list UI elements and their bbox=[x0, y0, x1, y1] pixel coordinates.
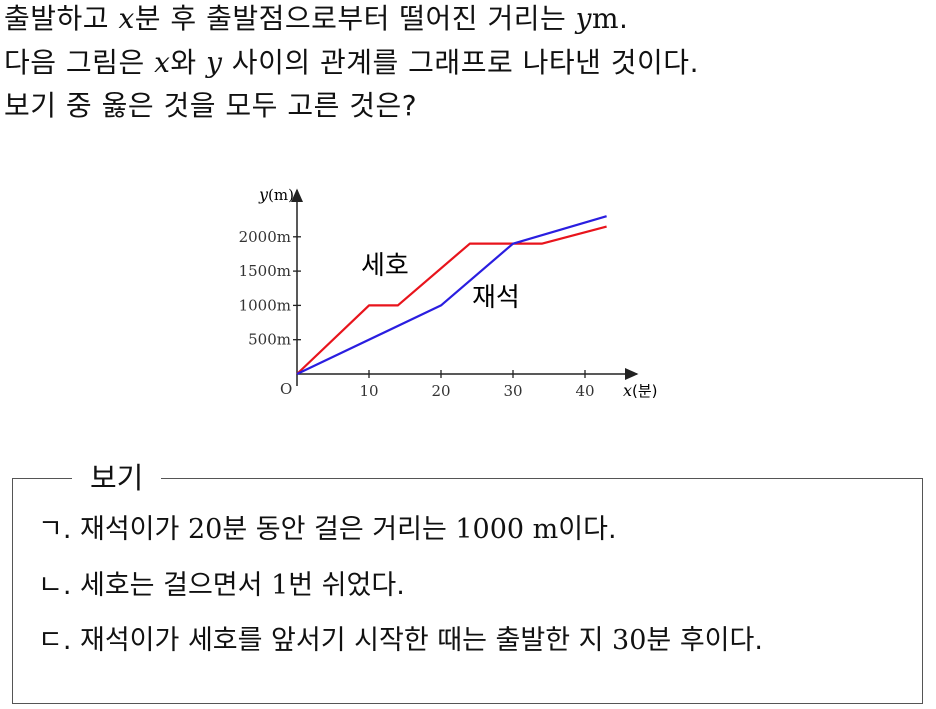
label-seho: 세호 bbox=[361, 251, 409, 281]
text-segment: 출발하고 bbox=[4, 2, 119, 35]
origin-label: O bbox=[280, 380, 292, 398]
item-text: ㄷ. 재석이가 세호를 앞서기 시작한 때는 출발한 지 bbox=[38, 625, 613, 656]
y-tick-label: 1500m bbox=[239, 262, 291, 280]
series-group bbox=[296, 215, 607, 375]
series-line-seho bbox=[296, 225, 607, 375]
var-x: x bbox=[118, 2, 135, 35]
bogi-item-3: ㄷ. 재석이가 세호를 앞서기 시작한 때는 출발한 지 30분 후이다. bbox=[38, 621, 763, 661]
y-tick-label: 1000m bbox=[239, 296, 291, 314]
item-text: ㄱ. 재석이가 bbox=[38, 514, 188, 545]
text-segment: 분 후 출발점으로부터 떨어진 거리는 bbox=[134, 2, 576, 35]
item-text: 분 동안 걸은 거리는 bbox=[222, 514, 456, 545]
bogi-item-1: ㄱ. 재석이가 20분 동안 걸은 거리는 1000 m이다. bbox=[38, 510, 617, 550]
unit-m: m bbox=[591, 2, 620, 35]
item-text: ㄴ. 세호는 걸으면서 bbox=[38, 570, 272, 601]
label-jaeseok: 재석 bbox=[472, 283, 520, 313]
x-tick-label: 20 bbox=[431, 382, 450, 400]
series-line-jaeseok bbox=[296, 215, 607, 375]
var-x: x bbox=[154, 46, 171, 79]
bogi-title: 보기 bbox=[72, 458, 162, 498]
period: . bbox=[619, 2, 629, 35]
item-number: 1 bbox=[271, 570, 289, 601]
y-tick-label: 2000m bbox=[239, 228, 291, 246]
text-segment: 다음 그림은 bbox=[4, 46, 155, 79]
y-axis-var: y bbox=[258, 185, 269, 204]
y-tick-label: 500m bbox=[248, 331, 291, 349]
x-tick-label: 10 bbox=[359, 382, 378, 400]
x-tick-label: 30 bbox=[503, 382, 522, 400]
x-axis-var: x bbox=[623, 381, 632, 400]
x-axis-unit: (분) bbox=[632, 382, 658, 400]
x-tick-label: 40 bbox=[575, 382, 594, 400]
item-number: 1000 m bbox=[455, 514, 559, 545]
var-y: y bbox=[206, 46, 223, 79]
var-y: y bbox=[575, 2, 592, 35]
text-segment: 와 bbox=[170, 46, 207, 79]
item-text: 이다. bbox=[558, 514, 617, 545]
bogi-item-2: ㄴ. 세호는 걸으면서 1번 쉬었다. bbox=[38, 566, 405, 606]
problem-line-3: 보기 중 옳은 것을 모두 고른 것은? bbox=[4, 89, 418, 122]
bogi-box bbox=[12, 478, 923, 704]
problem-line-1: 출발하고 x분 후 출발점으로부터 떨어진 거리는 ym. bbox=[4, 0, 628, 41]
y-axis-unit: (m) bbox=[268, 186, 294, 204]
item-number: 30 bbox=[612, 625, 647, 656]
text-segment: 사이의 관계를 그래프로 나타낸 것이다. bbox=[222, 46, 699, 79]
problem-line-2: 다음 그림은 x와 y 사이의 관계를 그래프로 나타낸 것이다. bbox=[4, 41, 699, 85]
item-text: 분 후이다. bbox=[646, 625, 763, 656]
axis-ticks: 10 20 30 40 500m 1000m 1500m 2000m bbox=[239, 228, 595, 400]
item-number: 20 bbox=[187, 514, 223, 545]
item-text: 번 쉬었다. bbox=[288, 570, 405, 601]
